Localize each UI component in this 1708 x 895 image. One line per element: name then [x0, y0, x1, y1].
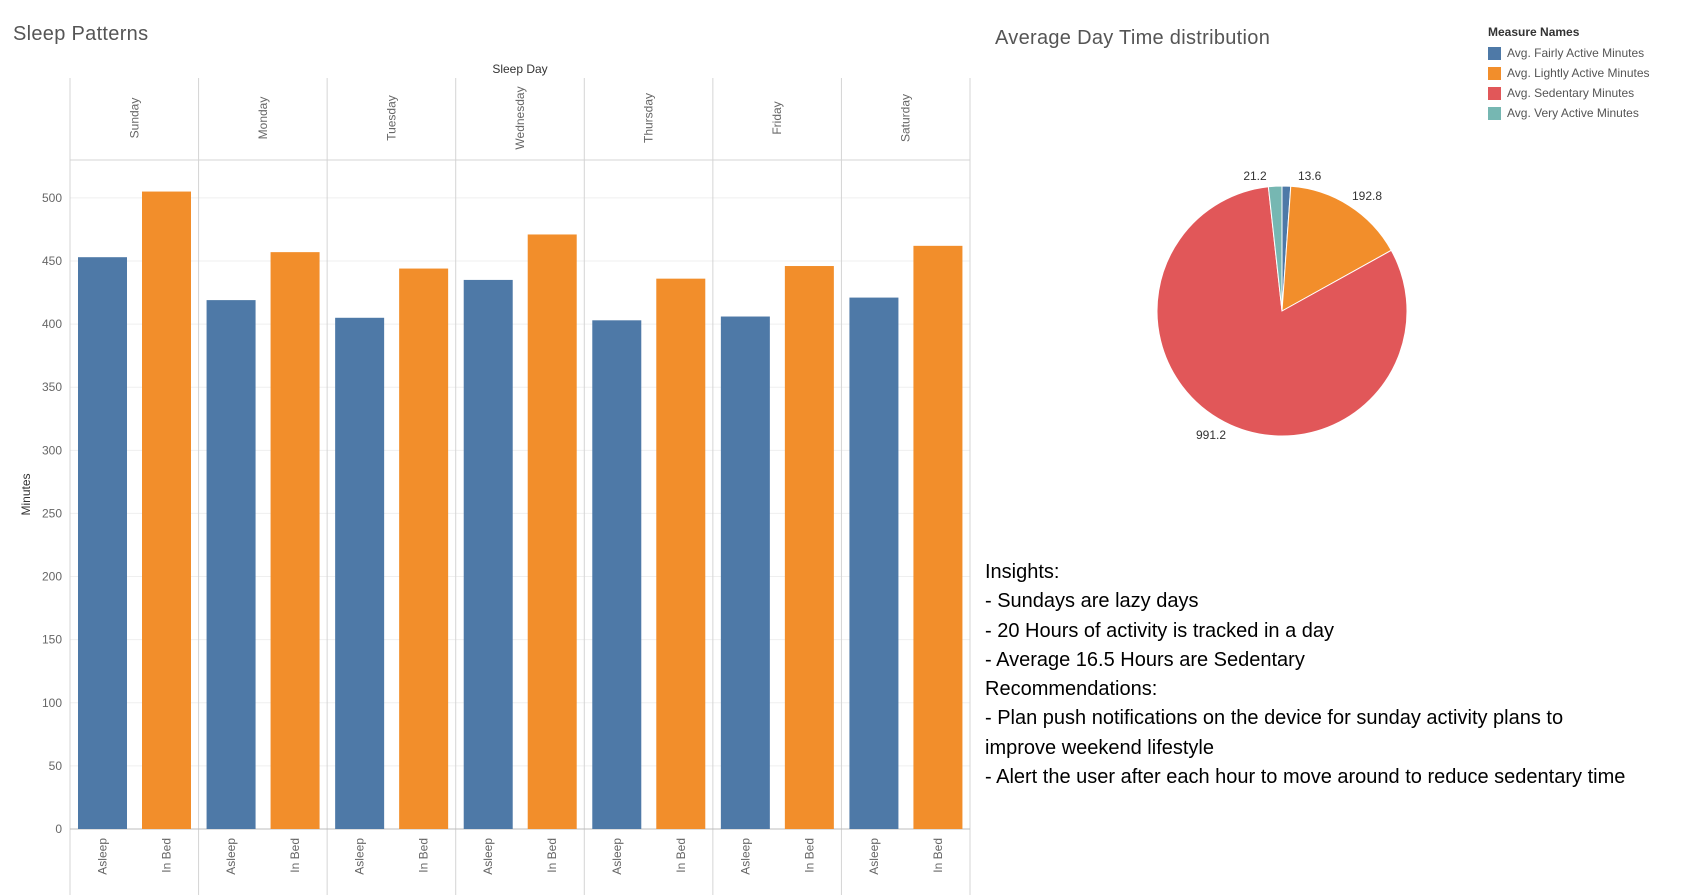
y-tick-label: 250	[42, 506, 62, 520]
x-tick-label: In Bed	[802, 838, 816, 873]
x-tick-label: In Bed	[931, 838, 945, 873]
legend-label: Avg. Very Active Minutes	[1507, 106, 1639, 120]
pie-data-label: 192.8	[1352, 189, 1382, 203]
bar-asleep	[335, 317, 385, 829]
legend-label: Avg. Fairly Active Minutes	[1507, 46, 1645, 60]
y-tick-label: 200	[42, 570, 62, 584]
insights-line: Insights:	[985, 561, 1060, 583]
pie-data-label: 13.6	[1298, 169, 1322, 183]
x-tick-label: In Bed	[545, 838, 559, 873]
bar-in-bed	[142, 191, 191, 829]
y-axis-label: Minutes	[19, 473, 33, 515]
day-header-label: Saturday	[899, 94, 913, 142]
pie-chart-title: Average Day Time distribution	[995, 27, 1271, 49]
y-tick-label: 0	[55, 822, 62, 836]
legend-label: Avg. Lightly Active Minutes	[1507, 66, 1650, 80]
insights-line: Recommendations:	[985, 678, 1158, 701]
legend-label: Avg. Sedentary Minutes	[1507, 86, 1635, 100]
pie-data-label: 21.2	[1243, 169, 1267, 183]
bar-asleep	[592, 320, 642, 829]
y-tick-label: 400	[42, 317, 62, 331]
insights-line: - 20 Hours of activity is tracked in a d…	[985, 619, 1335, 642]
y-tick-label: 50	[49, 759, 63, 773]
insights-line: - Average 16.5 Hours are Sedentary	[985, 648, 1305, 671]
bar-asleep	[720, 316, 770, 829]
x-tick-label: In Bed	[288, 838, 302, 873]
y-tick-label: 300	[42, 443, 62, 457]
x-tick-label: In Bed	[674, 838, 688, 873]
insights-line: - Sundays are lazy days	[985, 590, 1199, 613]
bar-in-bed	[784, 266, 834, 830]
insights-line: improve weekend lifestyle	[985, 736, 1214, 759]
y-tick-label: 500	[42, 191, 62, 205]
insights-line: - Alert the user after each hour to move…	[985, 766, 1626, 789]
legend-swatch	[1488, 46, 1501, 60]
insights-line: - Plan push notifications on the device …	[985, 707, 1564, 730]
bar-in-bed	[656, 278, 706, 829]
bar-asleep	[206, 300, 256, 829]
pie-slice-avg-sedentary-minutes	[1156, 186, 1408, 437]
y-tick-label: 450	[42, 254, 62, 268]
y-tick-label: 100	[42, 696, 62, 710]
pie-slice-avg-lightly-active-minutes	[1281, 185, 1392, 312]
day-header-label: Friday	[770, 101, 784, 134]
bar-in-bed	[913, 245, 963, 829]
bar-asleep	[849, 297, 899, 829]
legend-title: Measure Names	[1488, 25, 1580, 39]
bar-in-bed	[527, 234, 577, 830]
y-tick-label: 350	[42, 380, 62, 394]
x-tick-label: Asleep	[867, 838, 881, 875]
x-tick-label: Asleep	[224, 838, 238, 875]
legend-swatch	[1488, 106, 1501, 120]
day-header-label: Tuesday	[384, 95, 398, 141]
sleep-bar-chart: Sleep Day Minutes 0 50 100 150 200 250 300 350 400…	[19, 62, 971, 895]
sleep-chart-title: Sleep Patterns	[13, 23, 149, 45]
legend-item-fairly-active[interactable]: Avg. Fairly Active Minutes	[1488, 43, 1650, 63]
legend-swatch	[1488, 86, 1501, 100]
bar-in-bed	[399, 268, 449, 830]
day-header-label: Thursday	[642, 93, 656, 143]
day-time-pie-chart: 13.6 192.8 991.2 21.2	[1156, 169, 1408, 442]
x-tick-label: Asleep	[96, 838, 110, 875]
day-header-label: Wednesday	[513, 86, 527, 149]
pie-data-label: 991.2	[1196, 428, 1226, 442]
day-header-label: Sunday	[127, 98, 141, 139]
day-header-label: Monday	[256, 97, 270, 140]
pie-legend: Measure Names Avg. Fairly Active Minutes…	[1488, 25, 1650, 123]
x-tick-label: Asleep	[738, 838, 752, 875]
insights-text: Insights: - Sundays are lazy days - 20 H…	[985, 558, 1625, 792]
legend-item-very-active[interactable]: Avg. Very Active Minutes	[1488, 103, 1650, 123]
legend-item-lightly-active[interactable]: Avg. Lightly Active Minutes	[1488, 63, 1650, 83]
x-tick-label: Asleep	[481, 838, 495, 875]
legend-item-sedentary[interactable]: Avg. Sedentary Minutes	[1488, 83, 1650, 103]
x-tick-label: In Bed	[417, 838, 431, 873]
y-tick-label: 150	[42, 633, 62, 647]
x-tick-label: In Bed	[160, 838, 174, 873]
column-header-title: Sleep Day	[492, 62, 547, 76]
bar-asleep	[78, 257, 127, 829]
x-tick-label: Asleep	[353, 838, 367, 875]
bar-in-bed	[270, 252, 320, 830]
x-tick-label: Asleep	[610, 838, 624, 875]
legend-swatch	[1488, 66, 1501, 80]
pie-slice-avg-very-active-minutes	[1267, 185, 1283, 312]
bar-asleep	[463, 279, 513, 829]
